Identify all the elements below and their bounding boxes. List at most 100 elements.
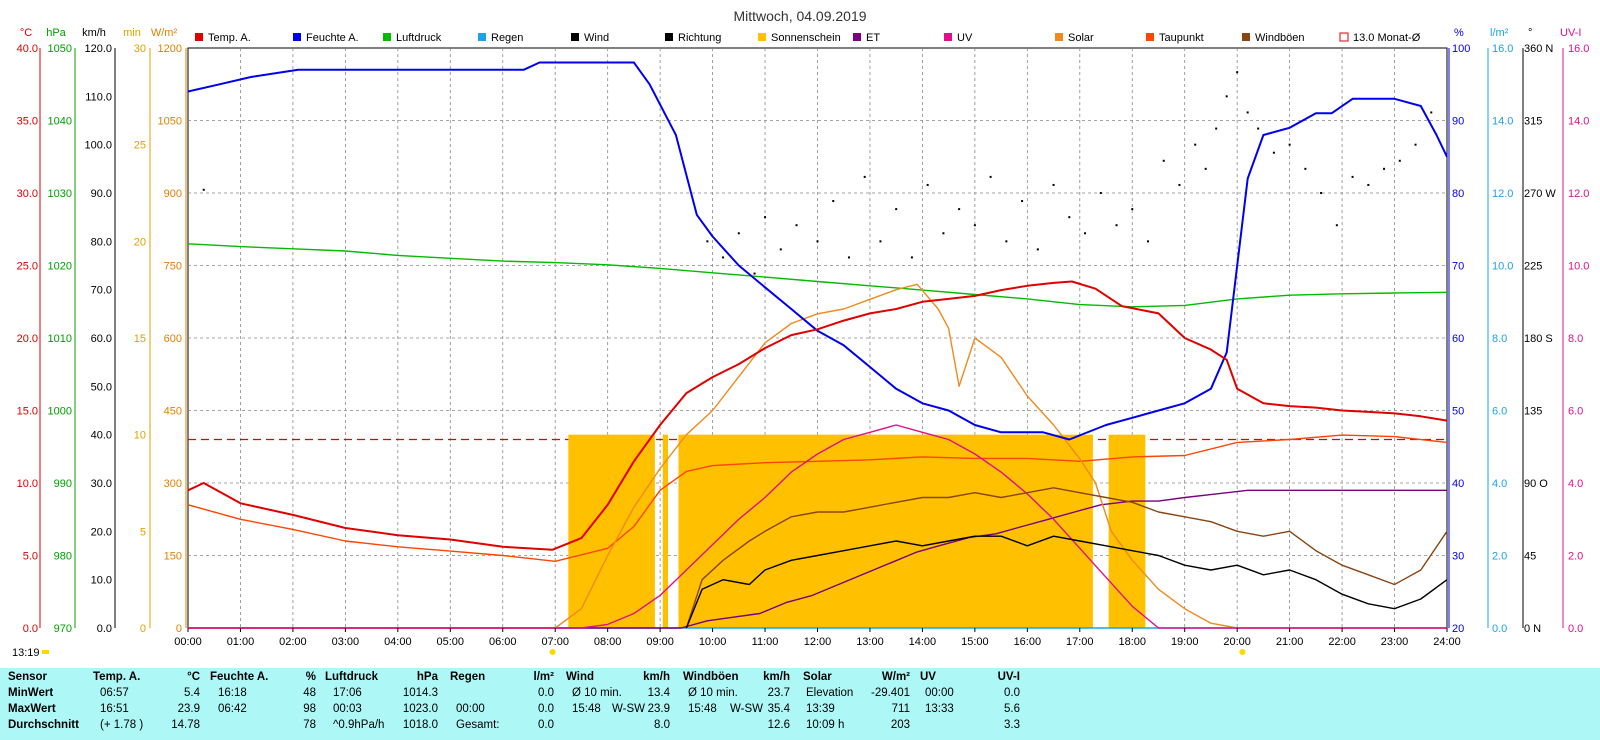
direction-point — [942, 232, 945, 235]
stats-value: 8.0 — [654, 719, 670, 731]
axis-tick-label: 120.0 — [84, 43, 112, 55]
right-axes: 100 90 80 70 60 50 40 30 20% 16.0 14.0 12.0 10.0 8.0 6… — [1452, 27, 1589, 635]
legend-swatch — [1146, 33, 1154, 41]
stats-value: 5.6 — [1004, 703, 1020, 715]
time-tick-label: 18:00 — [1118, 636, 1146, 648]
stats-value: 12.6 — [767, 719, 790, 731]
legend-swatch — [383, 33, 391, 41]
legend-label: Richtung — [678, 32, 721, 44]
direction-point — [910, 256, 913, 259]
stats-value: 711 — [891, 703, 910, 715]
time-tick-label: 09:00 — [646, 636, 674, 648]
axis-unit-label: l/m² — [1490, 27, 1509, 39]
axis-tick-label: 0.0 — [97, 623, 112, 635]
direction-point — [1146, 240, 1149, 243]
time-tick-label: 16:00 — [1014, 636, 1042, 648]
time-tick-label: 13:00 — [856, 636, 884, 648]
legend-label: Solar — [1068, 32, 1094, 44]
legend-label: Luftdruck — [396, 32, 442, 44]
axis-tick-label: 315 — [1524, 116, 1542, 128]
stats-value: 23.7 — [767, 687, 790, 699]
stats-unit: l/m² — [533, 671, 554, 683]
stats-time: 13:39 — [806, 703, 835, 715]
axis-tick-label: 10 — [134, 430, 146, 442]
stats-header: Regen — [450, 671, 486, 683]
sunshine-bar — [662, 434, 668, 628]
axis-tick-label: 90.0 — [91, 188, 112, 200]
legend-swatch — [1339, 32, 1349, 42]
direction-point — [1236, 71, 1239, 74]
direction-point — [1320, 192, 1323, 194]
stats-value: 23.9 — [647, 703, 670, 715]
direction-point — [1115, 224, 1118, 227]
taupunkt-line — [187, 434, 1448, 562]
legend-label: 13.0 Monat-Ø — [1353, 32, 1421, 44]
stats-header: Temp. A. — [93, 671, 141, 683]
axis-tick-label: 4.0 — [1492, 478, 1507, 490]
axis-tick-label: 25.0 — [17, 261, 38, 273]
axis-tick-label: 1040 — [48, 116, 72, 128]
direction-point — [816, 240, 819, 243]
stats-time: 00:00 — [456, 703, 485, 715]
legend-swatch — [853, 33, 861, 41]
axis-tick-label: 30.0 — [91, 478, 112, 490]
time-tick-label: 00:00 — [174, 636, 202, 648]
legend-label: Temp. A. — [208, 32, 251, 44]
axis-tick-label: 12.0 — [1492, 188, 1513, 200]
stats-header: UV — [920, 671, 936, 683]
stats-header: Solar — [803, 671, 832, 683]
stats-time: 06:57 — [100, 687, 129, 699]
axis-unit-label: min — [123, 27, 141, 39]
left-axes: 40.035.030.025.020.015.010.05.00.0°C1050… — [17, 27, 1564, 635]
axis-tick-label: 1050 — [158, 116, 182, 128]
legend-label: Feuchte A. — [306, 32, 359, 44]
stats-time: 10:09 h — [806, 719, 845, 731]
stats-time: 00:03 — [333, 703, 362, 715]
axis-tick-label: 1020 — [48, 261, 72, 273]
direction-point — [1005, 240, 1008, 243]
direction-point — [1036, 248, 1039, 251]
axis-tick-label: 90 — [1452, 116, 1464, 128]
direction-point — [753, 272, 756, 275]
direction-point — [863, 175, 866, 178]
statistics-table: Sensor Temp. A. °C Feuchte A.% Luftdruck hPa R… — [0, 668, 1600, 740]
axis-tick-label: 750 — [164, 261, 182, 273]
legend-label: Sonnenschein — [771, 32, 841, 44]
stats-value: 1018.0 — [402, 719, 438, 731]
axis-tick-label: 0.0 — [1492, 623, 1507, 635]
axis-tick-label: 990 — [54, 478, 72, 490]
direction-point — [973, 224, 976, 227]
wind-line — [685, 535, 1448, 629]
axis-tick-label: 20.0 — [17, 333, 38, 345]
axis-tick-label: 900 — [164, 188, 182, 200]
direction-point — [1194, 143, 1197, 146]
legend-label: Taupunkt — [1159, 32, 1204, 44]
time-tick-label: 03:00 — [332, 636, 360, 648]
stats-value: 48 — [303, 687, 316, 699]
legend-label: Regen — [491, 32, 523, 44]
stats-time: 15:48 — [688, 703, 717, 715]
axis-tick-label: 100 — [1452, 43, 1470, 55]
stats-value: 1023.0 — [402, 703, 438, 715]
direction-point — [1288, 143, 1291, 146]
stats-time: 00:00 — [925, 687, 954, 699]
stats-time: 16:51 — [100, 703, 129, 715]
sun-event-marker — [549, 649, 556, 655]
temp-a--line — [187, 280, 1448, 551]
direction-point — [795, 224, 798, 227]
time-tick-label: 12:00 — [804, 636, 832, 648]
axis-tick-label: 1050 — [48, 43, 72, 55]
stats-value: 98 — [303, 703, 316, 715]
axis-tick-label: 8.0 — [1568, 333, 1583, 345]
axis-tick-label: 450 — [164, 406, 182, 418]
axis-unit-label: ° — [1528, 27, 1532, 39]
direction-point — [1084, 232, 1087, 235]
sun-marker-icon — [42, 650, 49, 654]
direction-point — [879, 240, 882, 243]
stats-header: Wind — [566, 671, 594, 683]
direction-point — [1215, 127, 1218, 130]
time-tick-label: 01:00 — [227, 636, 255, 648]
direction-point — [1052, 183, 1055, 186]
axis-tick-label: 30 — [1452, 551, 1464, 563]
stats-direction: W-SW — [730, 703, 764, 715]
